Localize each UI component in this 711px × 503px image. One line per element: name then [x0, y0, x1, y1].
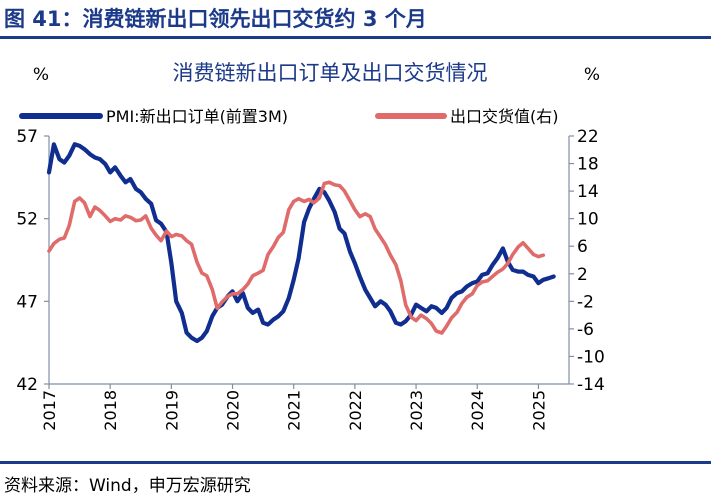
series-line-pmi-new-export-orders	[46, 142, 556, 344]
right-tick-label: 14	[577, 182, 599, 202]
x-tick-label: 2022	[346, 390, 365, 431]
x-tick-label: 2019	[162, 390, 181, 431]
x-tick-label: 2017	[40, 390, 59, 431]
x-tick-label: 2023	[407, 390, 426, 431]
series-line-export-delivery-value	[47, 180, 546, 335]
left-tick-label: 57	[16, 127, 38, 147]
chart-title: 消费链新出口订单及出口交货情况	[173, 61, 488, 85]
x-tick-label: 2024	[468, 390, 487, 431]
right-tick-label: 10	[577, 210, 599, 230]
figure-title: 图 41：消费链新出口领先出口交货约 3 个月	[4, 7, 427, 31]
right-tick-label: 22	[577, 127, 599, 147]
right-tick-label: 18	[577, 155, 599, 175]
right-tick-label: 2	[577, 265, 588, 285]
x-tick-label: 2018	[101, 390, 120, 431]
source-note: 资料来源：Wind，申万宏源研究	[4, 476, 251, 496]
right-tick-label: -14	[577, 375, 605, 395]
left-axis-unit: %	[33, 65, 49, 85]
tick-labels: 42 47 52 57 -14 -10 -6 -2 2 6 10 14 18 22 2017 2018 2019…	[16, 127, 604, 431]
x-tick-label: 2020	[224, 390, 243, 431]
left-tick-label: 47	[16, 292, 38, 312]
left-tick-label: 42	[16, 375, 38, 395]
bottom-rule	[0, 461, 711, 464]
legend-label-pmi: PMI:新出口订单(前置3M)	[106, 107, 288, 126]
series-lines	[46, 142, 556, 344]
right-tick-label: -6	[577, 320, 594, 340]
axes	[44, 135, 574, 389]
chart: 消费链新出口订单及出口交货情况 % % PMI:新出口订单(前置3M) 出口交货…	[16, 61, 604, 431]
top-rule	[0, 36, 711, 39]
x-tick-label: 2025	[529, 390, 548, 431]
legend-label-export: 出口交货值(右)	[450, 107, 559, 126]
right-tick-label: -10	[577, 347, 605, 367]
x-tick-label: 2021	[285, 390, 304, 431]
left-tick-label: 52	[16, 210, 38, 230]
right-tick-label: 6	[577, 237, 588, 257]
right-axis-unit: %	[584, 65, 600, 85]
legend: PMI:新出口订单(前置3M) 出口交货值(右)	[19, 107, 559, 126]
right-tick-label: -2	[577, 292, 594, 312]
